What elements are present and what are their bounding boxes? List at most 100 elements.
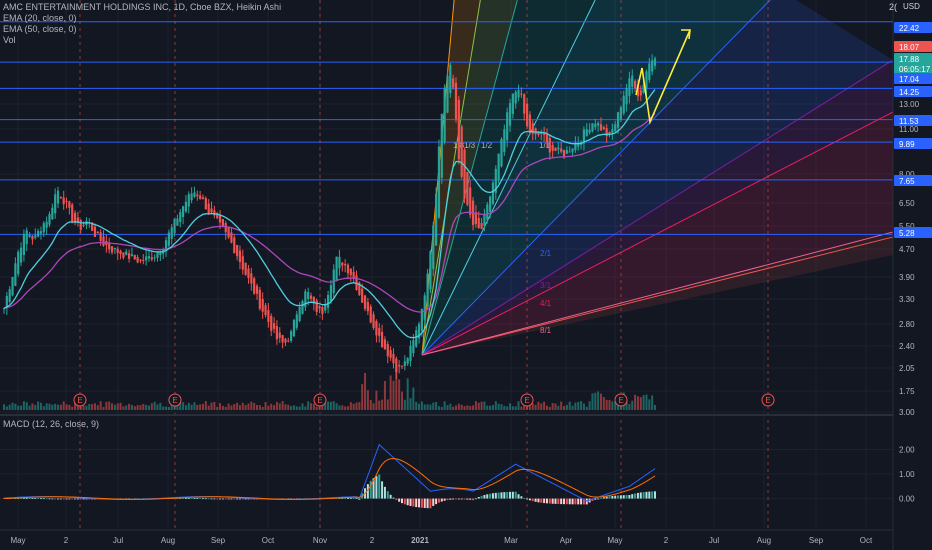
time-axis[interactable]: May 2 Jul Aug Sep Oct Nov 2 2021 Mar Apr May 2 Jul Aug… <box>10 536 873 545</box>
volume-bar <box>560 401 563 410</box>
volume-legend[interactable]: Vol <box>3 35 16 45</box>
macd-histogram-bar <box>591 498 594 501</box>
macd-histogram-bar <box>381 481 384 499</box>
macd-histogram-bar <box>71 498 74 500</box>
volume-bar <box>190 404 193 410</box>
volume-bar <box>634 394 637 410</box>
volume-bar <box>406 378 409 410</box>
candle-body <box>400 365 404 367</box>
candle-body <box>261 298 264 312</box>
volume-bar <box>346 406 349 410</box>
macd-axis[interactable]: 2.00 1.00 0.00 <box>899 446 915 504</box>
candle-body <box>233 237 236 253</box>
candle-body <box>432 225 435 270</box>
candle-body <box>324 304 327 311</box>
macd-histogram-bar <box>551 498 554 504</box>
ema20-legend[interactable]: EMA (20, close, 0) <box>3 13 77 23</box>
volume-bar <box>523 401 526 410</box>
volume-bar <box>221 405 224 410</box>
candle-body <box>42 223 45 233</box>
volume-bar <box>62 401 65 410</box>
volume-bar <box>99 401 102 410</box>
macd-histogram-bar <box>446 498 449 501</box>
volume-bar <box>224 406 227 410</box>
candle-body <box>159 252 162 256</box>
macd-histogram-bar <box>196 498 199 499</box>
macd-histogram-bar <box>201 498 204 500</box>
candle-body <box>403 361 406 367</box>
volume-bar <box>5 406 8 410</box>
macd-legend[interactable]: MACD (12, 26, close, 9) <box>3 419 100 429</box>
volume-bar <box>514 406 517 410</box>
macd-histogram-bar <box>247 498 250 500</box>
volume-bar <box>349 402 352 410</box>
macd-histogram-bar <box>636 492 639 499</box>
volume-bar <box>585 406 588 410</box>
volume-bar <box>375 390 378 410</box>
macd-histogram-bar <box>398 498 401 502</box>
volume-bar <box>611 401 614 410</box>
candle-body <box>145 256 148 261</box>
volume-bar <box>68 404 71 410</box>
candle-body <box>309 295 313 299</box>
earnings-marker-label: E <box>172 396 177 405</box>
macd-histogram-bar <box>216 498 219 500</box>
macd-histogram-bar <box>230 498 233 500</box>
volume-bar <box>247 403 250 410</box>
price-tick-label: 06:05:17 <box>899 65 931 74</box>
volume-bar <box>565 404 568 410</box>
volume-bar <box>45 403 48 410</box>
candle-body <box>383 339 387 350</box>
volume-bar <box>639 397 642 410</box>
candle-body <box>56 190 60 204</box>
currency-label[interactable]: USD <box>903 2 920 11</box>
macd-histogram-bar <box>634 493 637 499</box>
gann-fan-label: 1/2 <box>481 141 493 150</box>
volume-bar <box>654 404 656 410</box>
candle-body <box>417 323 421 339</box>
candle-body <box>187 194 190 207</box>
volume-bar <box>264 402 267 410</box>
candle-body <box>312 297 315 304</box>
macd-histogram-bar <box>435 498 438 505</box>
volume-bar <box>176 402 179 410</box>
macd-histogram-bar <box>221 498 224 500</box>
candle-body <box>122 252 125 258</box>
macd-histogram-bar <box>506 491 509 499</box>
candle-body <box>230 232 233 243</box>
candle-body <box>409 345 412 361</box>
candle-body <box>136 257 139 263</box>
volume-bar <box>545 405 548 410</box>
candle-body <box>636 84 640 97</box>
volume-bar <box>574 402 577 410</box>
candle-body <box>253 278 256 294</box>
price-tick-label: 13.00 <box>899 100 920 109</box>
volume-bar <box>71 406 74 410</box>
macd-histogram-bar <box>426 498 429 509</box>
volume-bar <box>85 405 88 410</box>
volume-bar <box>557 405 560 410</box>
macd-histogram-bar <box>68 498 71 500</box>
volume-bar <box>273 405 276 410</box>
time-tick-label: 2021 <box>411 536 429 545</box>
volume-bar <box>196 404 199 410</box>
price-tick-label: 7.65 <box>899 177 915 186</box>
symbol-title[interactable]: AMC ENTERTAINMENT HOLDINGS INC, 1D, Cboe… <box>3 2 282 12</box>
ema50-legend[interactable]: EMA (50, close, 0) <box>3 24 77 34</box>
time-tick-label: Oct <box>860 536 873 545</box>
volume-bar <box>602 397 605 410</box>
macd-histogram-bar <box>238 498 241 500</box>
candle-body <box>543 133 546 136</box>
earnings-marker-label: E <box>77 396 82 405</box>
earnings-marker <box>313 393 327 407</box>
candle-body <box>557 147 560 150</box>
macd-histogram-bar <box>651 491 654 499</box>
macd-histogram-bar <box>199 498 202 500</box>
macd-histogram-bar <box>543 498 546 504</box>
volume-bar <box>295 406 298 410</box>
macd-histogram-bar <box>619 495 622 499</box>
